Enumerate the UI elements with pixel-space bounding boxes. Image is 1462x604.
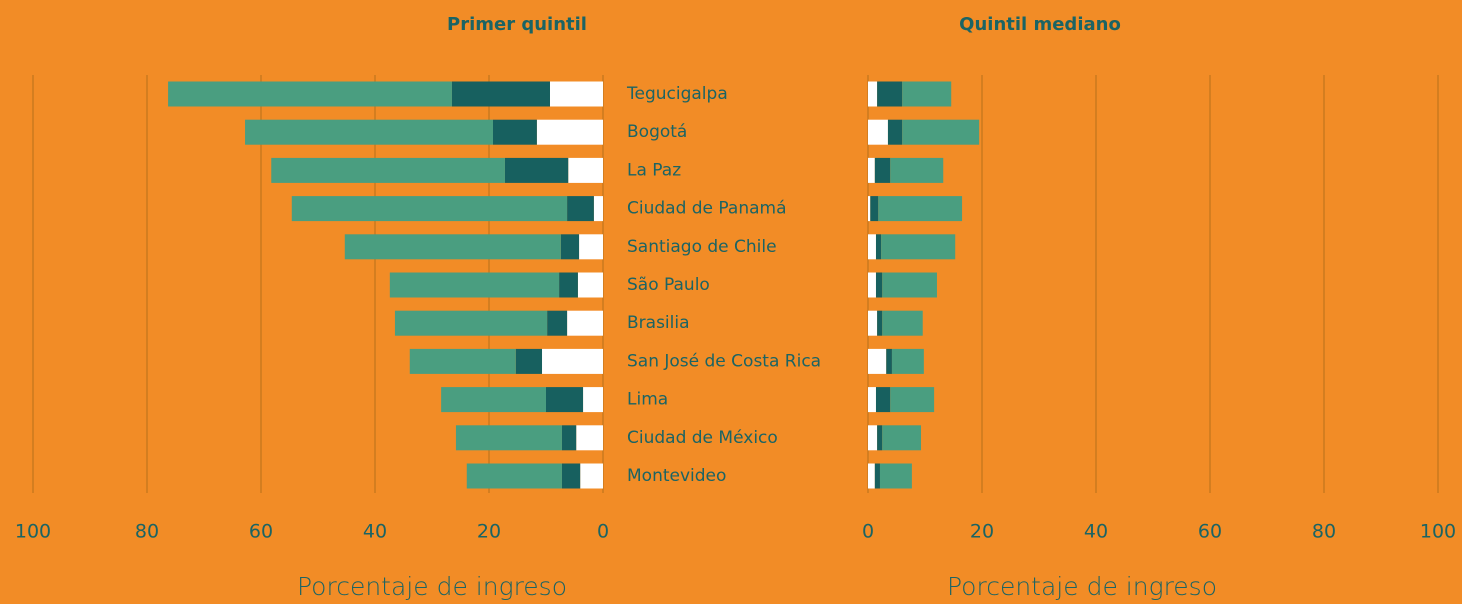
bar-segment	[902, 119, 980, 145]
bar-segment	[579, 234, 603, 260]
bar-segment	[560, 234, 580, 260]
bar-segment	[875, 272, 883, 298]
bar-segment	[441, 387, 546, 413]
bar-segment	[868, 348, 887, 374]
category-label: Brasilia	[627, 313, 690, 333]
bar-segment	[567, 196, 594, 222]
bar-segment	[245, 119, 493, 145]
chart-title: Quintil mediano	[959, 14, 1121, 35]
bar-segment	[389, 272, 560, 298]
x-axis-label: Porcentaje de ingreso	[297, 572, 567, 601]
category-label: Montevideo	[627, 466, 726, 486]
bar-segment	[455, 425, 562, 451]
bar-segment	[868, 157, 875, 183]
x-tick-label: 40	[1084, 521, 1108, 543]
bar-segment	[546, 387, 584, 413]
category-label: Santiago de Chile	[627, 237, 777, 257]
bar-segment	[878, 196, 963, 222]
category-label: Bogotá	[627, 122, 687, 142]
bar-segment	[902, 81, 952, 107]
bar-segment	[875, 234, 882, 260]
bar-segment	[344, 234, 561, 260]
bar-segment	[561, 463, 581, 489]
bar-segment	[882, 310, 923, 336]
bar-segment	[882, 272, 937, 298]
bar-segment	[877, 425, 883, 451]
bar-segment	[559, 272, 578, 298]
bar-segment	[583, 387, 603, 413]
bar-segment	[567, 310, 603, 336]
x-tick-label: 20	[970, 521, 994, 543]
x-tick-label: 80	[135, 521, 159, 543]
bar-segment	[882, 425, 922, 451]
bar-segment	[271, 157, 505, 183]
bar-segment	[891, 348, 924, 374]
bar-segment	[877, 81, 903, 107]
bar-segment	[877, 310, 883, 336]
bar-segment	[515, 348, 543, 374]
bar-segment	[577, 272, 603, 298]
bar-segment	[874, 463, 880, 489]
bar-segment	[549, 81, 603, 107]
x-axis-label: Porcentaje de ingreso	[947, 572, 1217, 601]
x-tick-label: 20	[477, 521, 501, 543]
x-tick-label: 80	[1312, 521, 1336, 543]
bar-segment	[291, 196, 568, 222]
bar-segment	[868, 463, 875, 489]
category-label: São Paulo	[627, 275, 710, 295]
bar-segment	[868, 310, 878, 336]
bar-segment	[868, 81, 878, 107]
bar-segment	[536, 119, 603, 145]
x-tick-label: 100	[15, 521, 51, 543]
bar-segment	[492, 119, 537, 145]
bar-segment	[881, 234, 956, 260]
chart-title: Primer quintil	[447, 14, 587, 35]
bar-segment	[561, 425, 577, 451]
bar-segment	[466, 463, 562, 489]
x-tick-label: 60	[249, 521, 273, 543]
bar-segment	[886, 348, 892, 374]
category-label: Lima	[627, 390, 668, 410]
bar-segment	[580, 463, 603, 489]
category-label: San José de Costa Rica	[627, 351, 821, 371]
category-label: Ciudad de Panamá	[627, 199, 787, 219]
bar-segment	[868, 196, 871, 222]
bar-segment	[868, 425, 878, 451]
bar-segment	[547, 310, 568, 336]
x-tick-label: 0	[862, 521, 874, 543]
category-label: Tegucigalpa	[626, 84, 728, 104]
bar-segment	[409, 348, 516, 374]
bar-segment	[875, 387, 891, 413]
x-tick-label: 40	[363, 521, 387, 543]
bar-segment	[451, 81, 550, 107]
bar-segment	[874, 157, 891, 183]
bar-segment	[593, 196, 603, 222]
bar-segment	[394, 310, 548, 336]
bar-segment	[168, 81, 452, 107]
bar-segment	[868, 234, 876, 260]
bar-segment	[568, 157, 603, 183]
x-tick-label: 100	[1420, 521, 1456, 543]
bar-segment	[890, 387, 935, 413]
bar-segment	[868, 119, 888, 145]
bar-segment	[868, 387, 876, 413]
x-tick-label: 60	[1198, 521, 1222, 543]
bar-segment	[890, 157, 944, 183]
bar-segment	[879, 463, 912, 489]
bar-segment	[868, 272, 876, 298]
category-label: Ciudad de México	[627, 428, 778, 448]
bar-segment	[504, 157, 569, 183]
category-label: La Paz	[627, 160, 681, 180]
bar-segment	[576, 425, 603, 451]
x-tick-label: 0	[597, 521, 609, 543]
bar-segment	[542, 348, 603, 374]
bar-segment	[870, 196, 879, 222]
bar-segment	[887, 119, 903, 145]
